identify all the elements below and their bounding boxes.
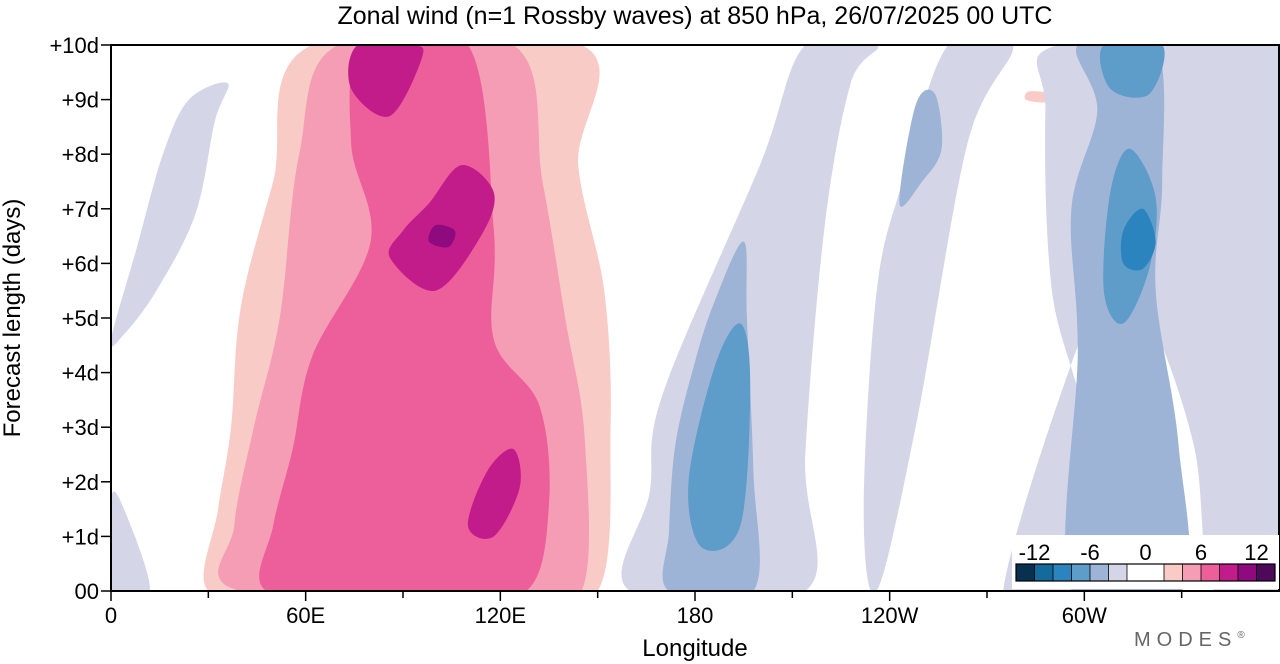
contour-field [111,45,1279,591]
y-tick-label: 00 [75,579,99,604]
y-tick-label: +8d [62,142,99,167]
colorbar-tick-label: 6 [1195,540,1207,565]
axis-ticks: 0 60E 120E 180 120W 60W 00 +1d +2d +3d +4d +5d +6d +7… [49,33,1183,628]
y-tick-label: +7d [62,197,99,222]
colorbar: -12 -6 0 6 12 [1012,535,1279,589]
colorbar-frame [1015,563,1276,582]
contour-band-7 [428,224,456,248]
registered-mark: ® [1237,630,1245,641]
colorbar-swatch [1256,564,1275,581]
colorbar-swatch [1238,564,1257,581]
colorbar-swatch [1016,564,1035,581]
y-tick-label: +3d [62,415,99,440]
contour-band-4 [348,45,424,117]
x-tick-label: 60E [286,603,325,628]
contour-band-13 [863,45,1014,591]
y-tick-label: +4d [62,361,99,386]
y-tick-label: +9d [62,88,99,113]
chart-title: Zonal wind (n=1 Rossby waves) at 850 hPa… [338,2,1053,30]
colorbar-tick-label: -12 [1019,540,1051,565]
colorbar-tick-label: 0 [1139,540,1151,565]
contour-band-18 [688,323,751,551]
contour-band-10 [111,491,150,591]
y-tick-label: +5d [62,306,99,331]
y-axis-label: Forecast length (days) [0,199,26,438]
contour-band-20 [1100,45,1165,98]
contour-band-21 [1120,208,1156,271]
modes-logo-text: MODES [1134,629,1237,651]
x-tick-label: 180 [677,603,714,628]
colorbar-swatch [1201,564,1220,581]
colorbar-swatch [1164,564,1183,581]
x-tick-label: 0 [105,603,117,628]
y-tick-label: +10d [49,33,99,58]
colorbar-swatch [1182,564,1201,581]
y-tick-label: +6d [62,251,99,276]
colorbar-swatch [1053,564,1072,581]
x-axis-label: Longitude [642,635,747,662]
colorbar-swatch [1108,564,1127,581]
contour-band-11 [111,82,229,347]
contour-band-17 [899,89,943,207]
modes-logo: MODES® [1134,629,1245,651]
x-tick-label: 120E [475,603,526,628]
y-tick-label: +1d [62,524,99,549]
colorbar-swatch [1034,564,1053,581]
colorbar-tick-label: 12 [1244,540,1268,565]
colorbar-swatch [1071,564,1090,581]
colorbar-swatch [1090,564,1109,581]
colorbar-swatch [1127,564,1164,581]
colorbar-tick-label: -6 [1080,540,1100,565]
colorbar-swatch [1219,564,1238,581]
contour-band-6 [467,448,521,539]
x-tick-label: 60W [1062,603,1107,628]
x-tick-label: 120W [861,603,919,628]
y-tick-label: +2d [62,470,99,495]
